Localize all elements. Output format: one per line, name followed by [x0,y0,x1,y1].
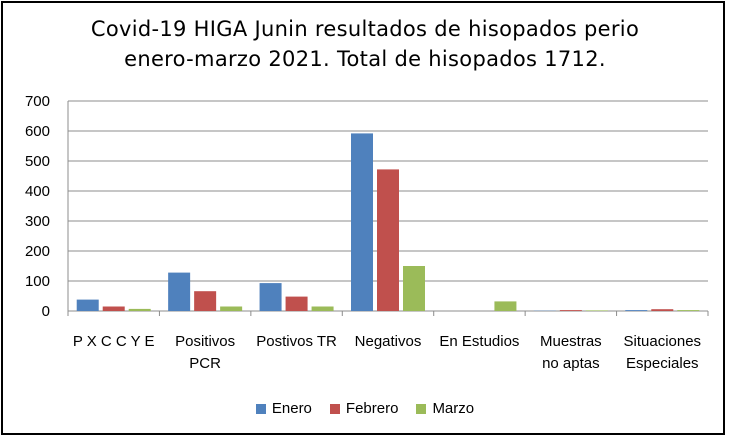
x-tick-label-line: PCR [189,355,221,372]
legend-item-marzo: Marzo [416,400,474,417]
y-tick-label: 400 [25,183,50,200]
bar-febrero [102,306,125,311]
bar-marzo [585,310,608,311]
y-tick-label: 600 [25,123,50,140]
bar-marzo [494,301,517,311]
y-tick-label: 300 [25,213,50,230]
bar-enero [76,299,99,311]
chart-title: Covid-19 HIGA Junin resultados de hisopa… [0,14,730,74]
legend-label-febrero: Febrero [345,400,399,417]
y-tick-label: 100 [25,273,50,290]
legend-item-febrero: Febrero [329,400,399,417]
bar-febrero [559,310,582,311]
chart-title-line-2: enero-marzo 2021. Total de hisopados 171… [124,47,606,71]
x-tick-label: P X C C Y E [73,333,155,350]
chart-title-line-1: Covid-19 HIGA Junin resultados de hisopa… [90,17,640,41]
x-tick-label: Negativos [355,333,422,350]
x-tick-label-line: P X C C Y E [73,333,155,350]
y-tick-label: 0 [42,303,50,320]
bar-enero [351,133,373,311]
x-tick-label: Muestras no aptas [540,333,602,372]
x-tick-label-line: Positivos [175,333,235,350]
x-tick-label-line: no aptas [542,355,600,372]
legend-swatch-febrero [329,403,340,414]
x-tick-label-line: Situaciones [624,333,702,350]
x-tick-label-line: Negativos [355,333,422,350]
chart-legend: Enero Febrero Marzo [0,400,730,417]
bar-febrero [377,169,399,311]
x-tick-label: Situaciones Especiales [624,333,702,372]
y-tick-label: 500 [25,153,50,170]
bar-enero [168,272,191,311]
legend-swatch-marzo [416,403,427,414]
legend-item-enero: Enero [255,400,312,417]
x-tick-label-line: Postivos TR [256,333,337,350]
legend-label-marzo: Marzo [432,400,475,417]
bar-marzo [311,306,334,311]
x-tick-label-line: En Estudios [439,333,519,350]
x-tick-label: Positivos PCR [175,333,235,372]
y-tick-label: 200 [25,243,50,260]
x-tick-label-line: Especiales [626,355,699,372]
bar-marzo [677,310,700,311]
x-tick-label: Postivos TR [256,333,337,350]
bar-enero [259,283,282,311]
x-tick-label: En Estudios [439,333,519,350]
x-tick-label-line: Muestras [540,333,602,350]
bar-febrero [194,291,217,311]
legend-label-enero: Enero [271,400,312,417]
y-tick-label: 700 [25,93,50,110]
bar-febrero [651,309,674,311]
legend-swatch-enero [255,403,266,414]
bar-marzo [128,308,151,311]
bar-enero [625,310,648,311]
bar-febrero [285,296,308,311]
bar-marzo [403,266,425,311]
bar-marzo [220,306,243,311]
